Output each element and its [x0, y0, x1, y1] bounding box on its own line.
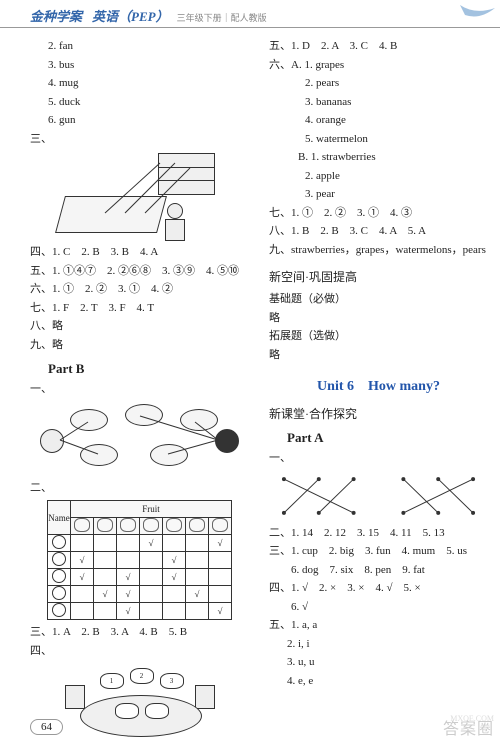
list-item: 6. gun: [30, 112, 249, 129]
section-3-label: 三、: [30, 131, 249, 148]
fruit-icon: [120, 518, 136, 532]
list-item: 4. e, e: [269, 673, 488, 690]
list-item: 3. u, u: [269, 654, 488, 671]
answer-9r: 九、strawberries，grapes，watermelons，pears: [269, 242, 488, 259]
list-item: 5. duck: [30, 94, 249, 111]
section-1-label: 一、: [30, 381, 249, 398]
answer-8r: 八、1. B 2. B 3. C 4. A 5. A: [269, 223, 488, 240]
face-icon: [52, 535, 66, 549]
section-2-label: 二、: [30, 480, 249, 497]
page-header: 金种学案 英语（PEP） 三年级下册｜配人教版: [0, 0, 500, 28]
answer-9: 九、略: [30, 337, 249, 354]
list-item: 4. orange: [269, 112, 488, 129]
answer-6: 六、1. ① 2. ② 3. ① 4. ②: [30, 281, 249, 298]
dinner-table-illustration: 1 2 3: [30, 665, 249, 745]
extension-answer: 略: [269, 347, 488, 364]
table-row: √√√: [48, 586, 232, 603]
fruit-icon: [74, 518, 90, 532]
matching-lines-diagram: [269, 471, 488, 521]
list-item: 3. pear: [269, 186, 488, 203]
fruit-icon: [166, 518, 182, 532]
fruit-icon: [212, 518, 228, 532]
fruit-icon: [189, 518, 205, 532]
watermark-text: 答案圈: [443, 715, 494, 739]
left-column: 2. fan 3. bus 4. mug 5. duck 6. gun 三、 四…: [30, 36, 259, 751]
unit-6-title: Unit 6 How many?: [269, 375, 488, 395]
section-5r-label: 五、1. a, a: [269, 617, 488, 634]
page-number: 64: [30, 719, 63, 735]
shop-illustration: [30, 153, 249, 238]
basic-label: 基础题（必做）: [269, 291, 488, 308]
corner-decoration: [450, 0, 500, 30]
section-6-label: 六、A. 1. grapes: [269, 57, 488, 74]
class-section-title: 新课堂·合作探究: [269, 405, 488, 422]
answer-8: 八、略: [30, 318, 249, 335]
list-item: 2. fan: [30, 38, 249, 55]
content-columns: 2. fan 3. bus 4. mug 5. duck 6. gun 三、 四…: [0, 28, 500, 751]
answer-7: 七、1. F 2. T 3. F 4. T: [30, 300, 249, 317]
basic-answer: 略: [269, 310, 488, 327]
list-item: 2. pears: [269, 75, 488, 92]
face-icon: [52, 569, 66, 583]
answer-4ra: 四、1. √ 2. × 3. × 4. √ 5. ×: [269, 580, 488, 597]
header-subject: 英语（PEP）: [92, 6, 169, 25]
fruit-icon: [97, 518, 113, 532]
answer-3b: 三、1. A 2. B 3. A 4. B 5. B: [30, 624, 249, 641]
answer-4rb: 6. √: [269, 599, 488, 616]
right-column: 五、1. D 2. A 3. C 4. B 六、A. 1. grapes 2. …: [259, 36, 488, 751]
answer-7r: 七、1. ① 2. ② 3. ① 4. ③: [269, 205, 488, 222]
answer-2r: 二、1. 14 2. 12 3. 15 4. 11 5. 13: [269, 525, 488, 542]
header-grade: 三年级下册｜配人教版: [177, 11, 267, 24]
answer-3ra: 三、1. cup 2. big 3. fun 4. mum 5. us: [269, 543, 488, 560]
section-6b-label: B. 1. strawberries: [269, 149, 488, 166]
list-item: 2. i, i: [269, 636, 488, 653]
part-b-heading: Part B: [48, 361, 249, 377]
answer-5r: 五、1. D 2. A 3. C 4. B: [269, 38, 488, 55]
answer-4: 四、1. C 2. B 3. B 4. A: [30, 244, 249, 261]
food-matching-illustration: [30, 404, 249, 474]
fruit-preference-table: NameFruit √√ √√ √√√ √√√ √√: [47, 500, 232, 620]
header-brand: 金种学案: [30, 6, 82, 25]
section-1r-label: 一、: [269, 450, 488, 467]
table-row: √√√: [48, 569, 232, 586]
part-a-heading: Part A: [287, 430, 488, 446]
table-row: √√: [48, 552, 232, 569]
face-icon: [52, 603, 66, 617]
face-icon: [52, 552, 66, 566]
space-section-title: 新空间·巩固提高: [269, 268, 488, 285]
list-item: 3. bus: [30, 57, 249, 74]
extension-label: 拓展题（选做）: [269, 328, 488, 345]
list-item: 4. mug: [30, 75, 249, 92]
list-item: 3. bananas: [269, 94, 488, 111]
fruit-icon: [143, 518, 159, 532]
list-item: 2. apple: [269, 168, 488, 185]
section-4-label: 四、: [30, 643, 249, 660]
table-row: √√: [48, 603, 232, 620]
list-item: 5. watermelon: [269, 131, 488, 148]
table-row: √√: [48, 535, 232, 552]
face-icon: [52, 586, 66, 600]
answer-3rb: 6. dog 7. six 8. pen 9. fat: [269, 562, 488, 579]
answer-5: 五、1. ①④⑦ 2. ②⑥⑧ 3. ③⑨ 4. ⑤⑩: [30, 263, 249, 280]
